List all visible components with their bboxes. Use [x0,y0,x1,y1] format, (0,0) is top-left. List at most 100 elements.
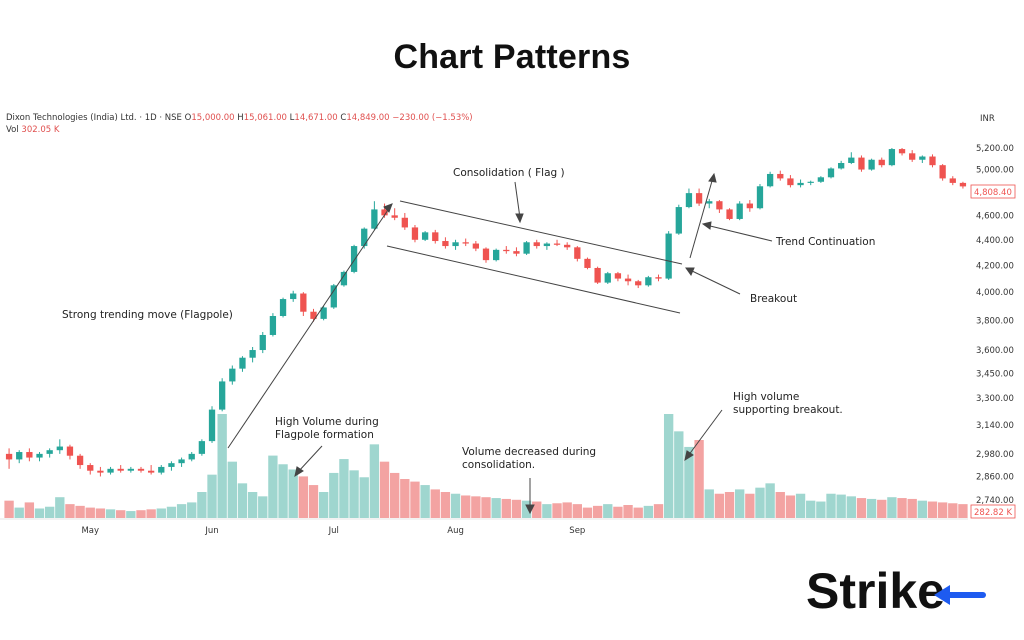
volume-bar [897,498,907,518]
candle-body [888,149,896,166]
volume-bar [907,498,917,518]
volume-bar [379,461,390,518]
candle-body [76,455,84,466]
candle-body [391,215,398,218]
volume-bar [329,472,339,518]
header-close: 14,849.00 [346,113,389,123]
candle-body [645,277,652,286]
y-tick-label: 5,000.00 [976,166,1014,176]
logo-text: Strike [806,563,945,619]
candle-body [807,181,814,183]
volume-bar [298,476,309,518]
candle-body [320,307,327,319]
candle-body [229,368,236,382]
candle-body [685,193,693,208]
volume-bar [623,505,633,518]
volume-bar [643,505,654,518]
volume-bar [582,507,593,518]
header-symbol: Dixon Technologies (India) Ltd. · 1D · N… [6,113,185,123]
candle-body [665,233,672,279]
candle-body [929,156,936,166]
volume-bar [339,459,349,518]
logo-arrow-icon [934,585,986,605]
candle-body [350,246,358,272]
candle-body [493,249,500,261]
continuation-line [689,173,715,259]
volume-bar [420,485,430,518]
y-tick-label: 5,200.00 [976,144,1014,154]
candle-body [178,459,185,464]
candle-body [787,178,794,186]
candle-body [777,173,784,179]
volume-bar [430,489,440,518]
volume-bar [410,481,420,518]
candle-body [959,182,967,187]
volume-bar [714,493,725,518]
strike-logo: Strike [806,563,986,619]
flag-upper-line [399,200,683,265]
x-tick-label: Jul [328,526,339,536]
candle-body [219,381,226,410]
volume-bar [542,504,552,518]
volume-bar [44,506,55,518]
candle-body [706,201,713,204]
header-line-2: Vol 302.05 K [6,125,60,135]
y-tick-label: 3,300.00 [976,394,1014,404]
volume-bar [65,504,75,518]
candle-body [827,168,835,178]
candle-body [56,446,63,451]
volume-bar [166,506,177,518]
y-tick-label: 3,800.00 [976,316,1014,326]
candle-body [249,350,256,358]
candle-body [848,157,855,163]
candle-body [564,244,571,248]
candle-body [838,162,845,169]
volume-bar [400,479,410,518]
header-line-1: Dixon Technologies (India) Ltd. · 1D · N… [6,113,473,123]
candle-body [756,186,764,209]
candle-body [878,159,885,166]
y-tick-label: 3,450.00 [976,369,1014,379]
candle-body [726,209,733,219]
candle-body [5,453,13,460]
candle-body [766,173,774,187]
volume-bar [572,504,582,518]
candle-body [269,316,277,335]
volume-bar [237,483,248,518]
y-tick-label: 3,140.00 [976,421,1014,431]
candle-body [26,452,33,458]
vol-label: Vol [6,125,19,135]
volume-bar [552,503,562,518]
annotation-high-volume-breakout-1: High volume [733,391,799,403]
volume-bar [197,492,207,518]
candle-body [46,450,53,454]
flagpole-volume-arrow [297,445,323,473]
volume-bars [4,414,968,518]
volume-bar [816,501,826,518]
volume-bar [116,510,126,518]
candle-body [482,248,490,261]
trend-arrow [705,224,773,242]
volume-bar [755,487,765,518]
candle-body [147,470,155,473]
page-title: Chart Patterns [393,38,631,76]
candle-body [898,149,906,154]
volume-bar [826,493,836,518]
candle-body [624,278,632,282]
y-tick-label: 3,600.00 [976,346,1014,356]
volume-bar [349,470,359,518]
candle-body [421,232,429,240]
candle-body [939,165,946,179]
volume-bar [268,455,278,518]
header-high: 15,061.00 [244,113,287,123]
x-tick-label: Jun [204,526,218,536]
candle-body [97,470,104,473]
candle-body [797,182,804,186]
candle-body [117,468,124,471]
volume-bar [450,493,461,518]
candle-body [919,156,926,160]
candle-body [452,242,459,247]
volume-bar [359,477,369,518]
candle-body [381,209,388,216]
volume-tag-box [970,504,1016,519]
